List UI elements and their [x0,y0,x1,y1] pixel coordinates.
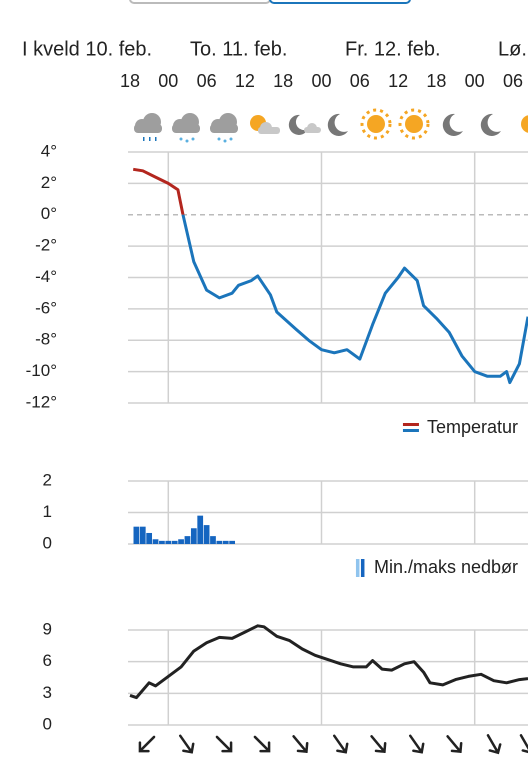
y-tick-label: 0° [41,204,57,223]
day-label: To. 11. feb. [190,38,287,60]
legend-label: Min./maks nedbør [374,557,518,577]
x-tick-label: 18 [426,71,446,91]
y-tick-label: 6 [43,651,52,670]
x-tick-label: 18 [120,71,140,91]
line [129,624,528,700]
y-tick-label: 4° [41,141,57,160]
x-tick-label: 00 [158,71,178,91]
y-tick-label: 9 [43,619,52,638]
tab-selected[interactable] [269,0,411,4]
x-tick-label: 06 [350,71,370,91]
bar [184,536,191,544]
bar [165,540,172,544]
legend-swatch [402,423,419,426]
bar [210,536,216,544]
day-label: Fr. 12. feb. [345,38,441,60]
x-tick-label: 06 [503,71,523,91]
x-tick-label: 12 [235,71,255,91]
y-tick-label: -8° [35,330,57,349]
y-tick-label: -12° [26,392,57,411]
bar [152,539,159,544]
bar [146,532,153,544]
x-tick-label: 06 [197,71,217,91]
weather-icons [134,108,528,143]
bar [178,539,184,544]
x-tick-label: 00 [311,71,331,91]
y-tick-label: 1 [43,502,52,521]
legend-label: Temperatur [427,417,518,437]
bar [216,540,223,544]
y-tick-label: 3 [43,683,52,702]
bar [171,540,178,544]
y-tick-label: -6° [35,298,57,317]
day-label: Lø. [498,38,527,60]
legend-swatch [402,429,419,432]
bar [133,526,140,544]
temperature-line-cold [181,214,528,385]
y-tick-label: -2° [35,236,57,255]
tab[interactable] [129,0,271,4]
y-tick-label: -10° [26,361,57,380]
y-tick-label: 0 [43,714,52,733]
bar [229,540,236,544]
bar [222,540,229,544]
day-label: I kveld 10. feb. [22,38,152,60]
y-tick-label: -4° [35,267,57,286]
legend-swatch [360,559,365,577]
y-tick-label: 0 [43,533,52,552]
bar [139,526,146,544]
y-tick-label: 2° [41,173,57,192]
bar [203,525,210,544]
bar [190,528,197,544]
bar [159,540,165,544]
legend-swatch [355,559,360,577]
x-tick-label: 12 [388,71,408,91]
x-tick-label: 00 [465,71,485,91]
bar [197,515,204,544]
wind-arrows [138,734,528,755]
x-tick-label: 18 [273,71,293,91]
y-tick-label: 2 [43,470,52,489]
